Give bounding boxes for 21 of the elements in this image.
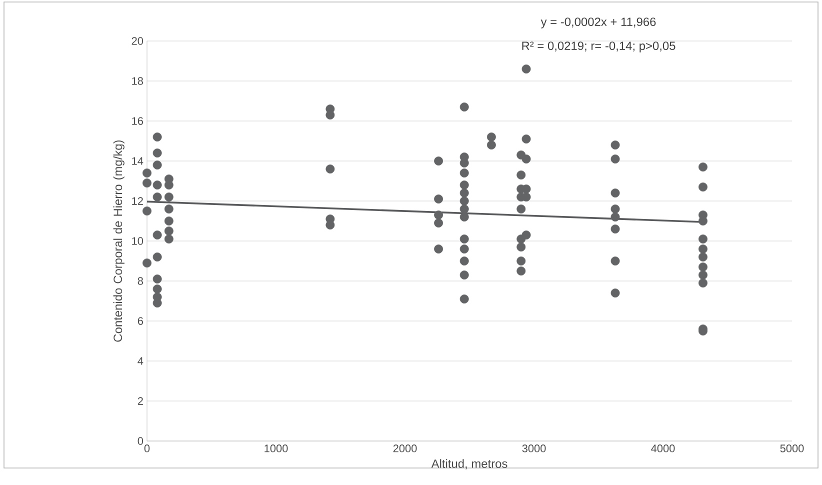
x-tick-label: 3000 (522, 444, 546, 452)
x-tick-label: 4000 (651, 444, 675, 452)
y-tick-label: 14 (132, 157, 144, 165)
x-tick-label: 5000 (780, 444, 804, 452)
y-tick-label: 18 (132, 77, 143, 85)
y-tick-label: 20 (132, 37, 144, 45)
x-tick-label: 1000 (264, 444, 288, 452)
y-axis-title: Contenido Corporal de Hierro (mg/kg) (113, 140, 124, 342)
y-tick-label: 8 (138, 277, 143, 285)
y-tick-label: 4 (138, 357, 144, 365)
y-tick-label: 0 (138, 437, 144, 445)
y-tick-label: 12 (132, 197, 143, 205)
text: y = -0,0002x + 11,966 (540, 18, 656, 28)
x-tick-label: 2000 (393, 444, 417, 452)
y-tick-label: 2 (138, 397, 143, 405)
annotation: R² = 0,0219; r= -0,14; p>0,05 (522, 42, 676, 52)
y-tick-label: 10 (132, 237, 144, 245)
y-tick-label: 6 (138, 317, 143, 325)
x-axis-title: Altitud, metros (431, 459, 508, 470)
y-tick-label: 16 (132, 117, 143, 125)
x-tick-label: 0 (144, 444, 150, 452)
